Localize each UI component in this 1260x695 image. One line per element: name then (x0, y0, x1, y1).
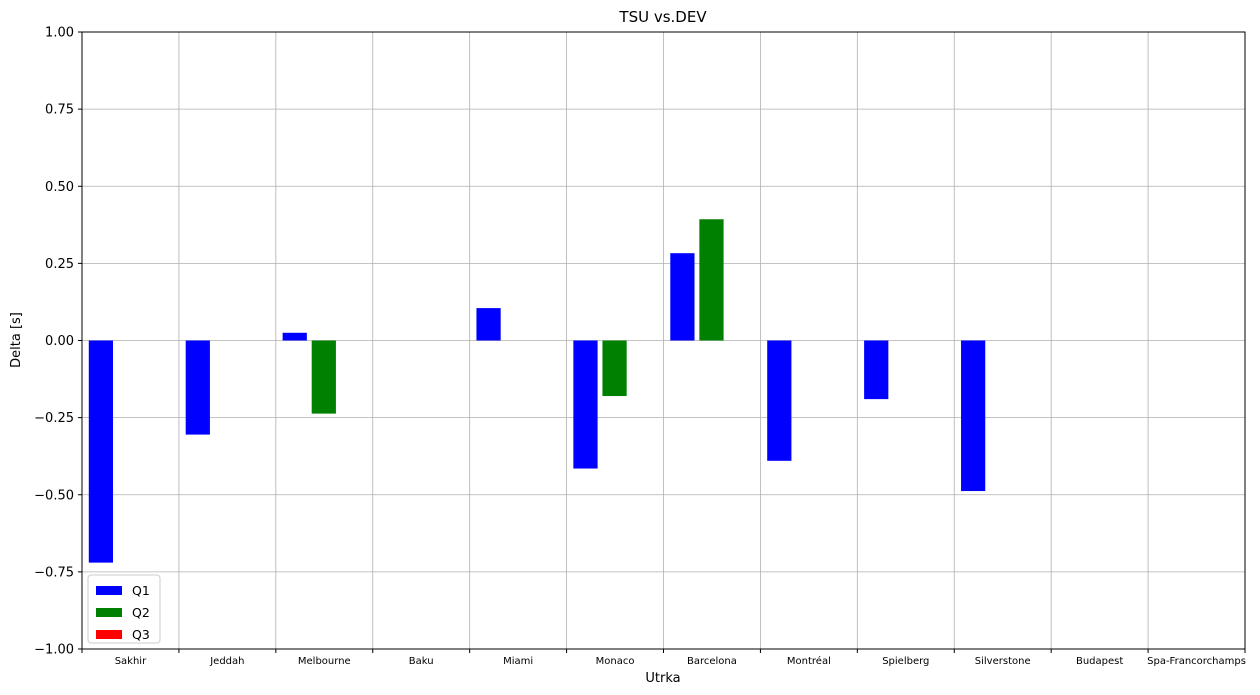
bars (88, 219, 986, 563)
x-tick-label: Jeddah (209, 656, 244, 667)
bar-q1-montréal (767, 340, 792, 461)
x-tick-label: Budapest (1076, 656, 1123, 667)
y-tick-label: 0.00 (45, 334, 74, 349)
bar-q2-barcelona (699, 219, 724, 341)
y-tick-label: 0.50 (45, 180, 74, 195)
x-axis-label: Utrka (645, 671, 680, 686)
y-tick-label: −0.25 (34, 411, 74, 426)
x-tick-label: Miami (503, 656, 533, 667)
chart-title: TSU vs.DEV (618, 8, 707, 26)
y-tick-label: −1.00 (34, 643, 74, 658)
legend-swatch-q3 (96, 630, 122, 639)
y-tick-label: 0.75 (45, 103, 74, 118)
bar-q1-barcelona (670, 253, 695, 341)
y-axis-label: Delta [s] (9, 312, 24, 368)
legend-label-q3: Q3 (132, 627, 150, 642)
legend-swatch-q1 (96, 586, 122, 595)
y-tick-label: 1.00 (45, 26, 74, 41)
bar-q1-melbourne (282, 332, 307, 341)
bar-q1-silverstone (961, 340, 986, 492)
bar-q2-melbourne (311, 340, 336, 414)
bar-q1-miami (476, 308, 501, 341)
x-tick-label: Spielberg (882, 656, 929, 667)
grid (81, 31, 1246, 650)
bar-q1-monaco (573, 340, 598, 469)
bar-q1-spielberg (864, 340, 889, 400)
bar-q1-jeddah (185, 340, 210, 435)
y-tick-label: −0.50 (34, 488, 74, 503)
legend: Q1 Q2 Q3 (87, 574, 161, 644)
y-tick-label: −0.75 (34, 565, 74, 580)
y-ticks: −1.00 −0.75 −0.50 −0.25 0.00 0.25 0.50 0.75 1.00 (34, 26, 82, 658)
x-tick-label: Barcelona (687, 656, 737, 667)
x-tick-label: Monaco (596, 656, 635, 667)
bar-q2-monaco (602, 340, 627, 397)
x-tick-label: Silverstone (975, 656, 1031, 667)
legend-label-q2: Q2 (132, 605, 150, 620)
x-tick-label: Montréal (787, 655, 831, 667)
x-tick-label: Sakhir (115, 656, 147, 667)
x-tick-label: Melbourne (298, 656, 351, 667)
x-tick-label: Spa-Francorchamps (1147, 656, 1246, 667)
x-tick-label: Baku (409, 656, 434, 667)
x-ticks: Sakhir Jeddah Melbourne Baku Miami Monaco Barc… (81, 649, 1246, 667)
legend-label-q1: Q1 (132, 583, 150, 598)
y-tick-label: 0.25 (45, 257, 74, 272)
bar-q1-sakhir (88, 340, 114, 563)
legend-swatch-q2 (96, 608, 122, 617)
